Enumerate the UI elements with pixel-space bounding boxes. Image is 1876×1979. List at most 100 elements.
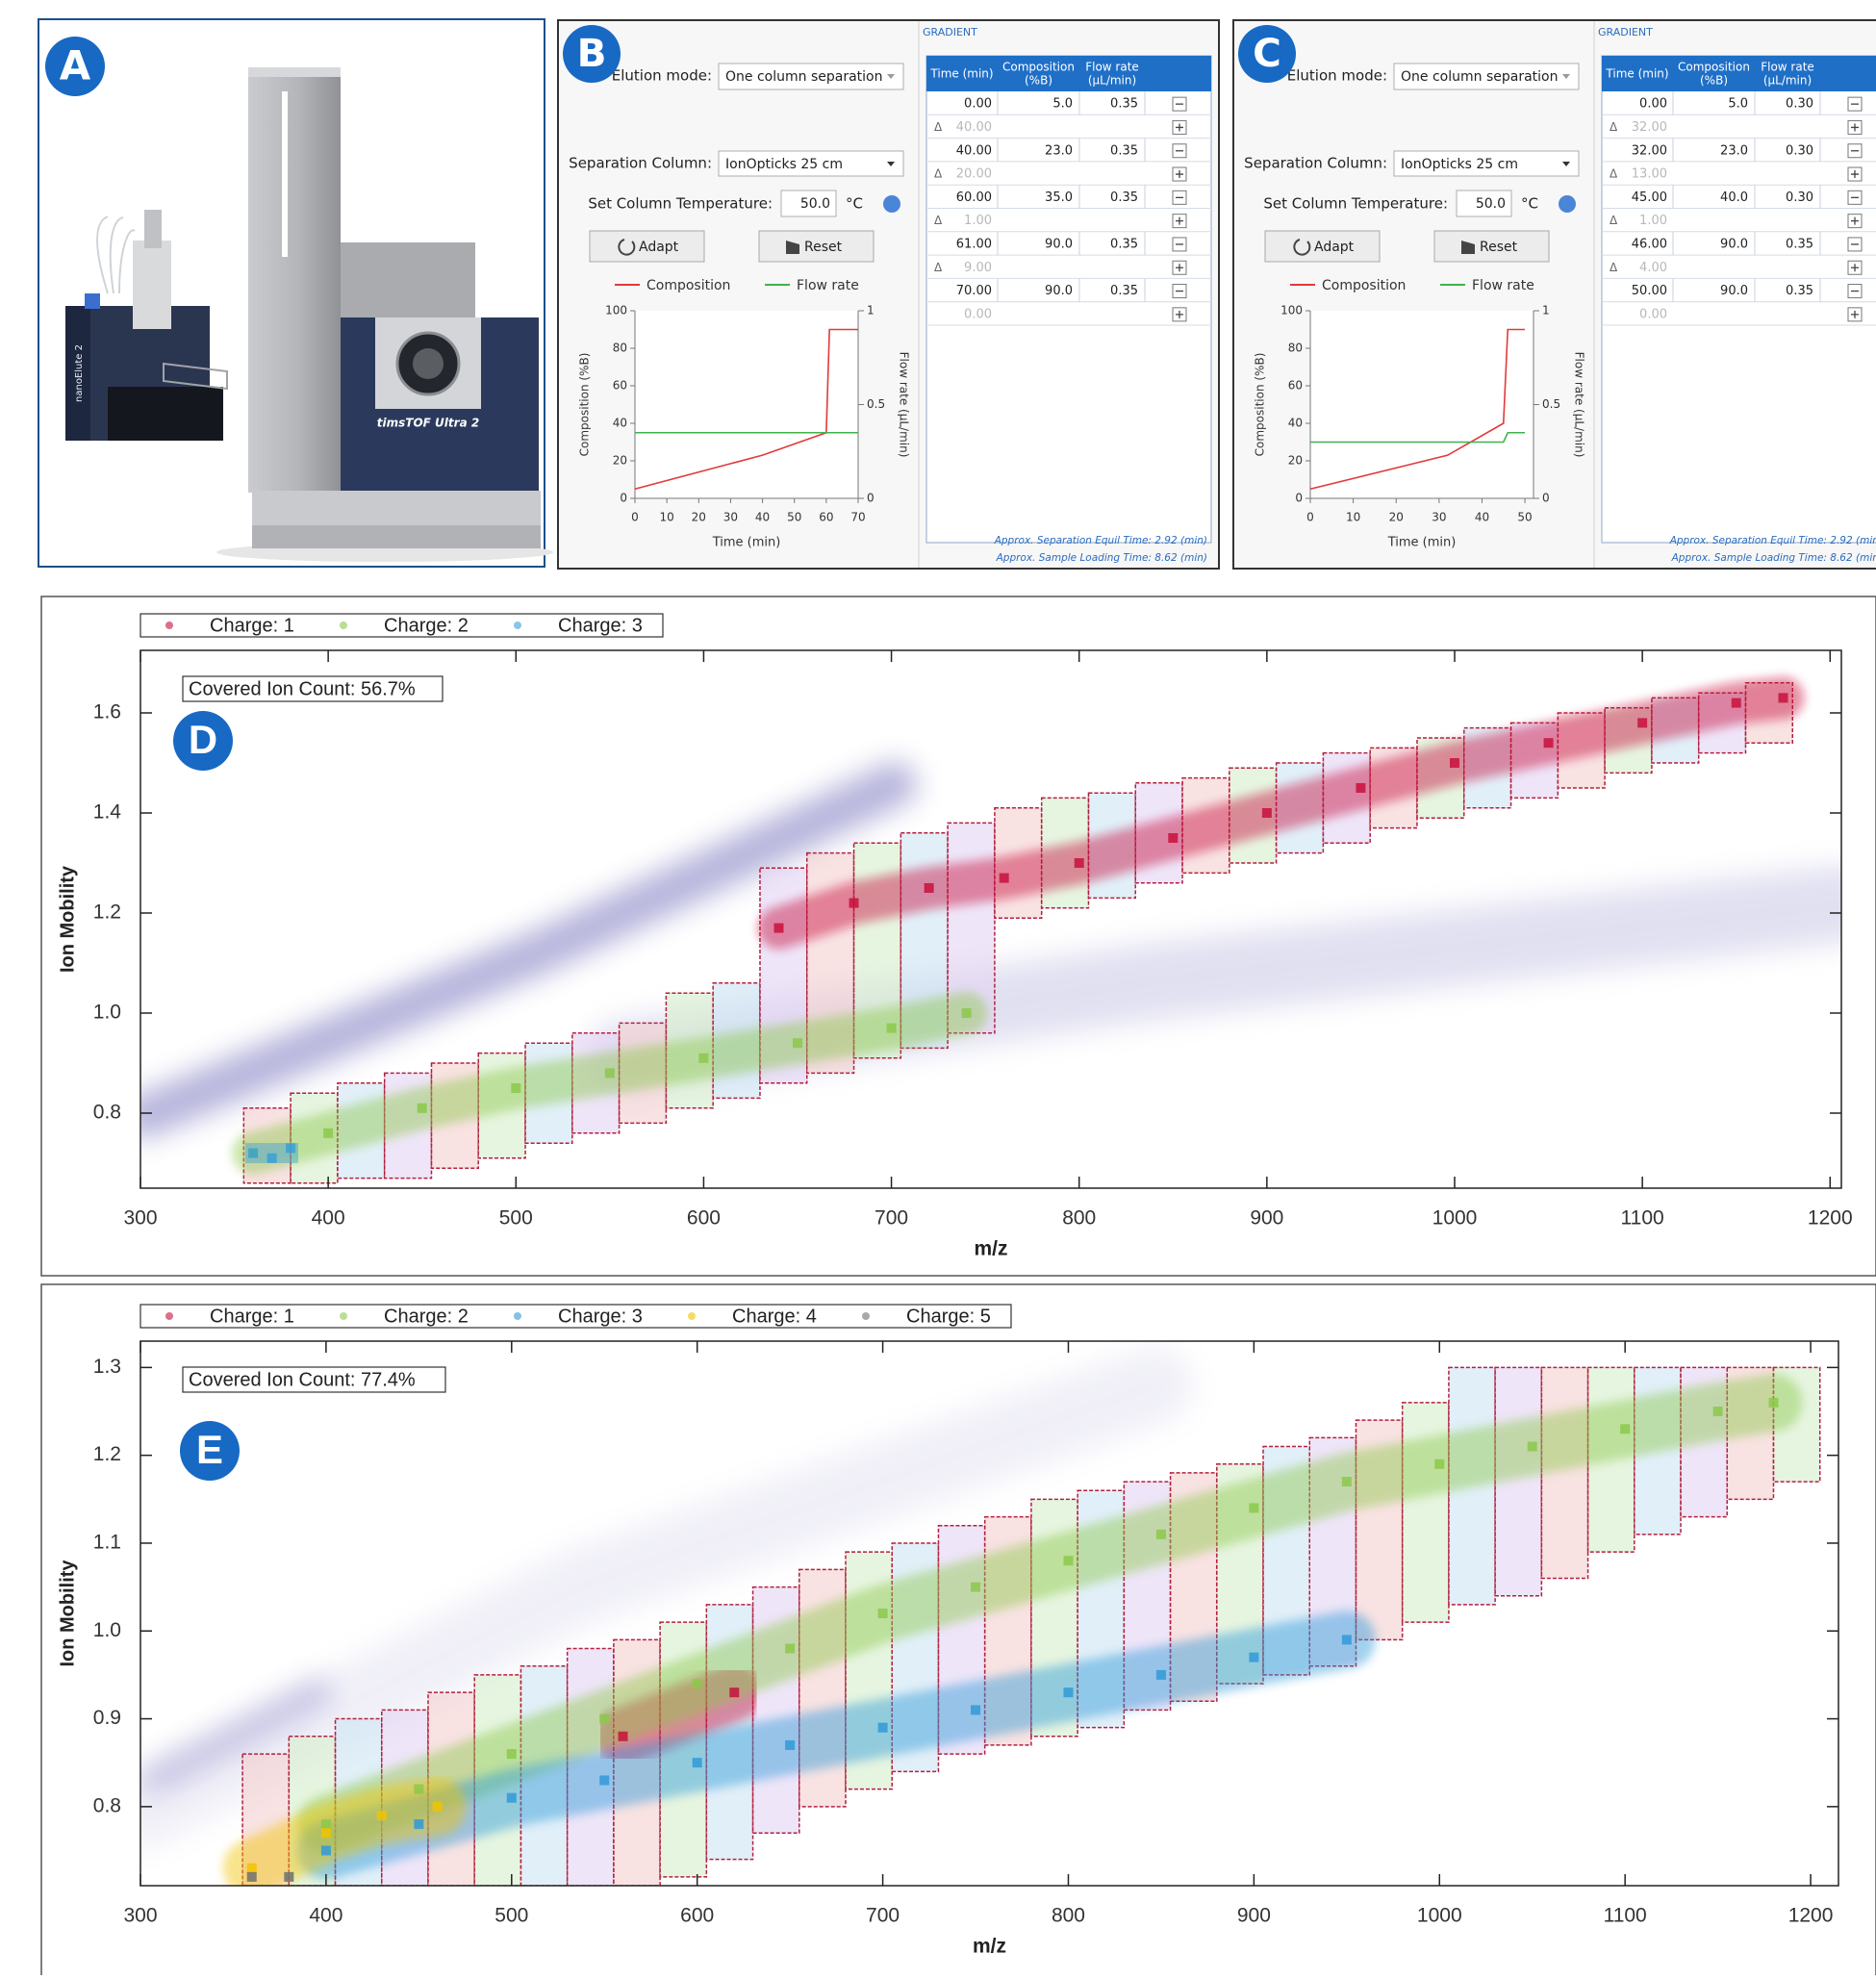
x-tick-label: 30 <box>723 511 738 524</box>
x-tick-label: 1200 <box>1788 1905 1834 1927</box>
table-header <box>1602 56 1876 91</box>
plot-background <box>1310 311 1534 498</box>
ion-point <box>286 1143 296 1154</box>
panel-c: Elution mode: One column separation Separa… <box>1232 19 1876 570</box>
plot-area <box>140 1347 1821 1886</box>
ion-point <box>266 1153 277 1163</box>
x-tick-label: 60 <box>819 511 833 524</box>
annotation: Covered Ion Count: 56.7% <box>189 678 416 699</box>
ion-point <box>599 1775 610 1786</box>
adapt-icon <box>618 239 636 256</box>
ion-point <box>886 1023 897 1033</box>
temp-label: Set Column Temperature: <box>1263 195 1448 213</box>
ion-point <box>999 873 1009 883</box>
delta-value: 4.00 <box>1639 261 1667 275</box>
cell-flow: 0.35 <box>1110 284 1138 298</box>
y-tick-label: 1.6 <box>93 701 121 723</box>
ion-point <box>785 1739 796 1750</box>
ion-point <box>1778 693 1788 703</box>
ion-density <box>140 1679 332 1794</box>
ion-point <box>729 1687 740 1698</box>
ion-point <box>1341 1477 1352 1487</box>
temp-input <box>1456 190 1512 217</box>
x-tick-label: 20 <box>1389 511 1404 524</box>
footer-note: Approx. Separation Equil Time: 2.92 (min… <box>1669 535 1876 546</box>
row-button-icon <box>1176 123 1183 132</box>
column-header: Composition <box>1002 61 1075 74</box>
column-header: (µL/min) <box>1088 74 1136 88</box>
y-tick-label: 1.1 <box>93 1532 121 1554</box>
ion-point <box>1074 858 1084 868</box>
ion-point <box>604 1068 615 1078</box>
plot-background <box>635 311 858 498</box>
x-tick-label: 0 <box>631 511 639 524</box>
ion-point <box>1261 808 1272 818</box>
gradient-title: GRADIENT <box>1598 26 1653 38</box>
cell-composition: 23.0 <box>1720 143 1748 158</box>
delta-symbol: Δ <box>1610 167 1618 181</box>
reset-button <box>1433 230 1550 263</box>
ion-point <box>599 1713 610 1724</box>
ms-source-inner <box>413 348 444 379</box>
instrument-text: timsTOF Ultra 2 <box>377 417 479 430</box>
y-tick-label: 1.0 <box>93 1002 121 1024</box>
ion-density <box>140 762 917 1138</box>
y-tick-label: 0.8 <box>93 1794 121 1816</box>
cell-time: 50.00 <box>1632 284 1667 298</box>
legend-marker <box>514 622 521 629</box>
x-tick-label: 1100 <box>1621 1207 1664 1230</box>
ion-point <box>246 1871 257 1882</box>
isolation-window <box>1494 1366 1543 1597</box>
ion-point <box>1063 1687 1074 1698</box>
delta-value: 32.00 <box>1632 120 1667 135</box>
y2-axis-label: Flow rate (µL/min) <box>898 352 911 458</box>
panel-label: C <box>1253 30 1281 76</box>
legend-label: Charge: 4 <box>732 1306 817 1327</box>
x-tick-label: 30 <box>1432 511 1446 524</box>
ion-point <box>506 1749 517 1760</box>
y-tick-label: 1.2 <box>93 901 121 924</box>
x-tick-label: 10 <box>1346 511 1360 524</box>
cell-time: 40.00 <box>956 143 992 158</box>
delta-symbol: Δ <box>934 214 943 227</box>
x-tick-label: 900 <box>1250 1207 1283 1230</box>
ion-point <box>320 1819 331 1830</box>
x-axis-label: Time (min) <box>712 536 781 550</box>
panel-b: Elution mode: One column separation Separa… <box>557 19 1220 570</box>
ion-point <box>971 1705 981 1715</box>
legend-label: Charge: 3 <box>558 1306 643 1327</box>
delta-value: 20.00 <box>956 167 992 182</box>
legend-marker <box>340 622 347 629</box>
ion-point <box>1712 1407 1723 1417</box>
y2-axis-label: Flow rate (µL/min) <box>1573 352 1586 458</box>
table-header <box>926 56 1211 91</box>
elution-label: Elution mode: <box>1287 67 1387 85</box>
ion-point <box>1249 1503 1259 1513</box>
x-tick-label: 500 <box>499 1207 533 1230</box>
x-tick-label: 500 <box>494 1905 528 1927</box>
delta-symbol: Δ <box>934 167 943 181</box>
column-header: (µL/min) <box>1763 74 1812 88</box>
y-tick-label: 40 <box>613 417 627 430</box>
x-tick-label: 600 <box>687 1207 721 1230</box>
series-line <box>1309 328 1526 491</box>
autosampler-head <box>144 210 162 248</box>
legend-marker <box>165 1312 173 1320</box>
delta-value: 9.00 <box>964 261 992 275</box>
cell-flow: 0.30 <box>1786 143 1813 158</box>
legend-label: Charge: 2 <box>384 1306 469 1327</box>
x-tick-label: 40 <box>1475 511 1489 524</box>
cell-time: 70.00 <box>956 284 992 298</box>
table-body <box>1601 55 1876 544</box>
temp-input <box>780 190 837 217</box>
cell-composition: 90.0 <box>1045 237 1073 251</box>
cell-time: 0.00 <box>964 307 992 321</box>
column-header: Time (min) <box>929 67 993 81</box>
dropdown-arrow <box>887 162 895 166</box>
delta-value: 1.00 <box>964 214 992 228</box>
table-body <box>925 55 1212 544</box>
ion-point <box>698 1053 709 1063</box>
row-button-icon <box>1851 170 1859 179</box>
row-button-icon <box>1176 310 1183 318</box>
